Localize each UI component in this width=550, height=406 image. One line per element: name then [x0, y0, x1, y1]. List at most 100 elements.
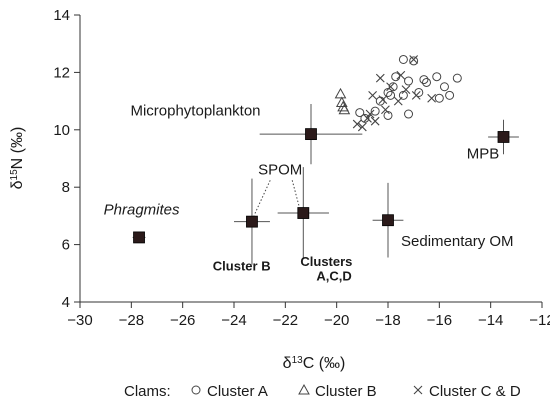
circle-marker [404, 109, 414, 119]
point-cluster-a [398, 90, 408, 100]
annotation-a-c-d: A,C,D [316, 268, 351, 283]
point-cluster-c-d [352, 119, 362, 129]
annotation-mpb: MPB [467, 146, 500, 163]
point-cluster-a [409, 56, 419, 66]
circle-marker [391, 72, 401, 82]
point-cluster-a [422, 77, 431, 87]
x-tick-label: −18 [375, 312, 400, 329]
point-cluster-a [360, 113, 370, 123]
y-tick-label: 4 [62, 294, 70, 311]
point-cluster-c-d [368, 90, 377, 100]
circle-marker [452, 73, 462, 83]
point-cluster-a [391, 72, 401, 82]
point-cluster-c-d [393, 96, 403, 106]
point-cluster-a [445, 90, 455, 100]
legend-entries: Cluster A Cluster B Cluster C & D [191, 383, 521, 400]
point-cluster-a [383, 87, 393, 97]
point-cluster-a [452, 73, 462, 83]
circle-marker [191, 385, 201, 395]
spom-connector [253, 180, 271, 216]
point-cluster-a [439, 82, 449, 92]
legend-title: Clams: [124, 383, 171, 400]
y-tick-label: 8 [62, 179, 70, 196]
x-marker-stroke [381, 105, 390, 115]
point-cluster-a [419, 75, 429, 85]
circle-marker [439, 82, 449, 92]
x-marker-stroke [357, 122, 367, 132]
circle-marker [370, 106, 380, 116]
circle-marker [375, 96, 385, 106]
point-cluster-a [414, 87, 424, 97]
annotation-clusters: Clusters [300, 254, 352, 269]
source-mpb [497, 131, 510, 143]
x-marker-stroke [352, 119, 362, 129]
circle-marker [404, 76, 414, 86]
point-cluster-a [398, 54, 408, 64]
circle-marker [398, 90, 408, 100]
point-cluster-b [334, 87, 347, 99]
x-tick-label: −30 [67, 312, 92, 329]
circle-marker [445, 90, 455, 100]
point-cluster-c-d [427, 93, 437, 103]
circle-marker [419, 75, 429, 85]
annotation-spom: SPOM [258, 161, 302, 178]
point-cluster-a [355, 108, 365, 118]
clam-points [334, 54, 462, 132]
point-cluster-a [386, 90, 396, 100]
point-cluster-c-d [378, 95, 388, 105]
x-marker-stroke [368, 90, 377, 100]
legend-marker-cluster-c-d [413, 385, 423, 395]
triangle-marker [298, 383, 310, 395]
x-marker-stroke [409, 55, 419, 64]
x-marker-stroke [393, 96, 403, 106]
x-marker-stroke [365, 109, 375, 119]
x-marker-stroke [375, 73, 385, 83]
point-cluster-a [370, 106, 380, 116]
point-cluster-c-d [375, 73, 385, 83]
legend-marker-cluster-a [191, 385, 201, 395]
triangle-marker [335, 96, 348, 108]
point-cluster-c-d [386, 82, 395, 92]
circle-marker [355, 108, 365, 118]
x-tick-label: −14 [478, 312, 503, 329]
circle-marker [383, 110, 393, 120]
x-tick-label: −12 [529, 312, 550, 329]
y-tick-label: 12 [53, 64, 70, 81]
point-cluster-a [404, 76, 414, 86]
annotation-cluster-b: Cluster B [213, 258, 271, 273]
circle-marker [422, 77, 431, 87]
point-cluster-c-d [363, 113, 372, 123]
legend-label-cluster-c-d: Cluster C & D [429, 383, 521, 400]
legend-label-cluster-b: Cluster B [315, 383, 377, 400]
x-tick-label: −22 [273, 312, 298, 329]
circle-marker [409, 56, 419, 66]
y-axis-label: δ15N (‰) [9, 127, 27, 190]
point-cluster-c-d [381, 105, 390, 115]
point-cluster-c-d [365, 109, 375, 119]
circle-marker [386, 90, 396, 100]
point-cluster-a [434, 93, 444, 103]
point-cluster-c-d [409, 55, 419, 64]
y-tick-label: 10 [53, 122, 70, 139]
annotation-sedimentary-om: Sedimentary OM [401, 233, 514, 250]
point-cluster-c-d [411, 90, 421, 100]
source-markers [133, 128, 510, 244]
circle-marker [388, 82, 398, 92]
point-cluster-c-d [370, 116, 380, 126]
point-cluster-c-d [396, 70, 406, 80]
x-tick-label: −28 [119, 312, 144, 329]
y-tick-label: 6 [62, 237, 70, 254]
x-tick-label: −26 [170, 312, 195, 329]
x-tick-label: −16 [427, 312, 452, 329]
point-cluster-a [432, 72, 442, 82]
x-marker-stroke [427, 93, 437, 103]
x-marker-stroke [396, 70, 406, 80]
legend-marker-cluster-b [298, 383, 310, 395]
legend-label-cluster-a: Cluster A [207, 383, 268, 400]
annotations: Microphytoplankton MPB SPOM Phragmites Clust… [104, 102, 514, 283]
x-marker-stroke [378, 95, 388, 105]
x-marker-stroke [363, 113, 372, 123]
x-marker-stroke [401, 85, 411, 95]
x-marker-stroke [370, 116, 380, 126]
